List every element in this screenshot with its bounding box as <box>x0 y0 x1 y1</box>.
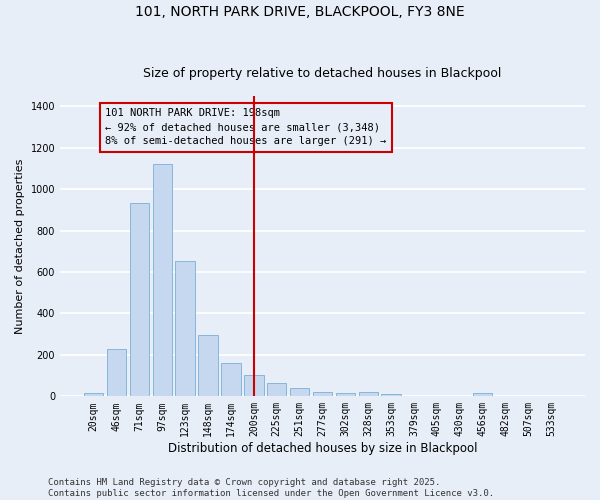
Text: Contains HM Land Registry data © Crown copyright and database right 2025.
Contai: Contains HM Land Registry data © Crown c… <box>48 478 494 498</box>
Bar <box>290 388 310 396</box>
Bar <box>199 335 218 396</box>
Bar <box>473 392 493 396</box>
Bar <box>130 202 149 396</box>
Bar <box>107 348 126 397</box>
Bar <box>175 260 195 396</box>
Title: Size of property relative to detached houses in Blackpool: Size of property relative to detached ho… <box>143 66 502 80</box>
Text: 101 NORTH PARK DRIVE: 198sqm
← 92% of detached houses are smaller (3,348)
8% of : 101 NORTH PARK DRIVE: 198sqm ← 92% of de… <box>105 108 386 146</box>
X-axis label: Distribution of detached houses by size in Blackpool: Distribution of detached houses by size … <box>168 442 477 455</box>
Text: 101, NORTH PARK DRIVE, BLACKPOOL, FY3 8NE: 101, NORTH PARK DRIVE, BLACKPOOL, FY3 8N… <box>135 5 465 19</box>
Bar <box>84 393 103 396</box>
Bar <box>359 392 378 396</box>
Bar <box>244 374 263 396</box>
Bar <box>382 394 401 396</box>
Bar <box>313 392 332 396</box>
Bar <box>335 392 355 396</box>
Bar <box>267 383 286 396</box>
Bar <box>221 363 241 396</box>
Y-axis label: Number of detached properties: Number of detached properties <box>15 158 25 334</box>
Bar <box>152 164 172 396</box>
